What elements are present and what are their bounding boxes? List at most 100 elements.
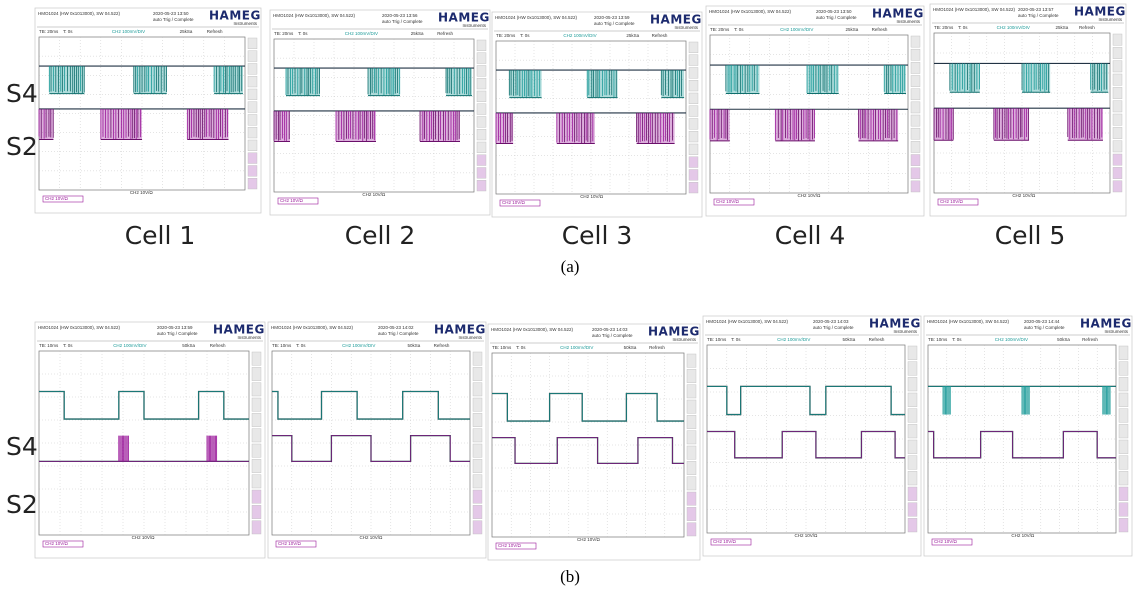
trigger-time: T: 0s xyxy=(952,337,962,342)
timebase: TB: 10ms xyxy=(707,337,727,342)
menu-key xyxy=(473,505,482,518)
menu-key xyxy=(689,144,698,155)
timebase: TB: 20ms xyxy=(496,33,516,38)
menu-key xyxy=(1119,362,1128,376)
channel-label: CH2 10V/Ω xyxy=(502,200,526,205)
menu-key xyxy=(473,521,482,534)
menu-key xyxy=(689,119,698,130)
menu-key xyxy=(687,385,696,398)
menu-key xyxy=(252,475,261,488)
menu-key xyxy=(908,518,917,532)
scope-date: 2020-05-23 13:50 xyxy=(153,11,189,16)
channel-setting: CH2 100mV/DIV xyxy=(345,31,378,36)
menu-key xyxy=(1119,503,1128,517)
menu-key xyxy=(477,53,486,64)
menu-key xyxy=(252,352,261,365)
menu-key xyxy=(1119,377,1128,391)
timebase: TB: 20ms xyxy=(274,31,294,36)
brand-sub: Instruments xyxy=(1098,17,1122,22)
signal-label: S4 xyxy=(6,79,38,108)
panel-frame xyxy=(35,322,265,558)
channel-setting: CH2 100mV/DIV xyxy=(112,29,145,34)
scope-panel: HMO1024 (HW 0x1013000), SW 04.522)2020-0… xyxy=(35,322,265,558)
menu-key xyxy=(1113,101,1122,112)
channel-label: CH2 10V/Ω xyxy=(1011,533,1035,538)
trace-burst xyxy=(710,109,730,141)
scope-model: HMO1024 (HW 0x1013000), SW 04.522) xyxy=(491,327,574,332)
scope-mode: auto Trig / Complete xyxy=(592,333,633,338)
timebase: TB: 20ms xyxy=(710,27,730,32)
menu-key xyxy=(248,102,257,113)
trace-burst xyxy=(214,66,243,94)
channel-label: CH2 10V/Ω xyxy=(132,535,156,540)
menu-key xyxy=(1119,424,1128,438)
scope-mode: auto Trig / Complete xyxy=(816,15,857,20)
menu-key xyxy=(911,76,920,87)
menu-key xyxy=(687,523,696,536)
channel-label: CH2 10V/Ω xyxy=(940,199,964,204)
channel-label: CH2 10V/Ω xyxy=(45,196,69,201)
menu-key xyxy=(689,55,698,66)
menu-key xyxy=(687,507,696,520)
timebase: TB: 10ms xyxy=(492,345,512,350)
scope-date: 2020-05-23 13:57 xyxy=(1018,7,1054,12)
menu-key xyxy=(252,367,261,380)
figure: HMO1024 (HW 0x1013000), SW 04.522)2020-0… xyxy=(0,0,1140,592)
scope-date: 2020-05-23 14:44 xyxy=(1024,319,1060,324)
channel-setting: CH2 100mV/DIV xyxy=(560,345,593,350)
channel-label: CH2 10V/Ω xyxy=(713,539,737,544)
channel-setting: CH2 100mV/DIV xyxy=(113,343,146,348)
menu-key xyxy=(252,429,261,442)
menu-key xyxy=(473,490,482,503)
menu-key xyxy=(689,80,698,91)
menu-key xyxy=(687,369,696,382)
menu-key xyxy=(477,180,486,191)
sample-rate: 50kSa xyxy=(182,343,195,348)
menu-key xyxy=(252,383,261,396)
menu-key xyxy=(248,51,257,62)
sample-rate: 50kSa xyxy=(843,337,856,342)
menu-key xyxy=(689,170,698,181)
menu-key xyxy=(911,141,920,152)
channel-label: CH2 10V/Ω xyxy=(934,539,958,544)
cell-caption: Cell 1 xyxy=(125,221,196,250)
menu-key xyxy=(473,444,482,457)
scope-model: HMO1024 (HW 0x1013000), SW 04.522) xyxy=(933,7,1016,12)
refresh: Refresh xyxy=(869,337,885,342)
scope-mode: auto Trig / Complete xyxy=(153,17,194,22)
timebase: TB: 20ms xyxy=(39,29,59,34)
refresh: Refresh xyxy=(437,31,453,36)
panel-frame xyxy=(703,316,921,556)
scope-model: HMO1024 (HW 0x1013000), SW 04.522) xyxy=(38,325,121,330)
menu-key xyxy=(248,153,257,164)
channel-setting: CH2 100mV/DIV xyxy=(997,25,1030,30)
channel-label: CH2 10V/Ω xyxy=(498,543,522,548)
menu-key xyxy=(1113,181,1122,192)
panel-frame xyxy=(924,316,1132,556)
menu-key xyxy=(1113,167,1122,178)
menu-key xyxy=(248,89,257,100)
channel-label: CH2 10V/Ω xyxy=(130,190,154,195)
trigger-time: T: 0s xyxy=(731,337,741,342)
menu-key xyxy=(473,352,482,365)
menu-key xyxy=(911,36,920,47)
scope-panel: HMO1024 (HW 0x1013000), SW 04.522)2020-0… xyxy=(924,316,1132,556)
cell-caption: Cell 2 xyxy=(345,221,416,250)
timebase: TB: 10ms xyxy=(928,337,948,342)
menu-key xyxy=(908,487,917,501)
menu-key xyxy=(477,168,486,179)
trigger-time: T: 0s xyxy=(298,31,308,36)
trigger-time: T: 0s xyxy=(516,345,526,350)
trace-burst xyxy=(134,66,167,94)
menu-key xyxy=(687,446,696,459)
channel-setting: CH2 100mV/DIV xyxy=(780,27,813,32)
timebase: TB: 20ms xyxy=(934,25,954,30)
panel-frame xyxy=(268,322,486,558)
menu-key xyxy=(687,431,696,444)
menu-key xyxy=(908,393,917,407)
menu-key xyxy=(477,129,486,140)
refresh: Refresh xyxy=(652,33,668,38)
scope-model: HMO1024 (HW 0x1013000), SW 04.522) xyxy=(38,11,121,16)
brand-sub: Instruments xyxy=(237,335,261,340)
channel-label: CH2 10V/Ω xyxy=(716,199,740,204)
